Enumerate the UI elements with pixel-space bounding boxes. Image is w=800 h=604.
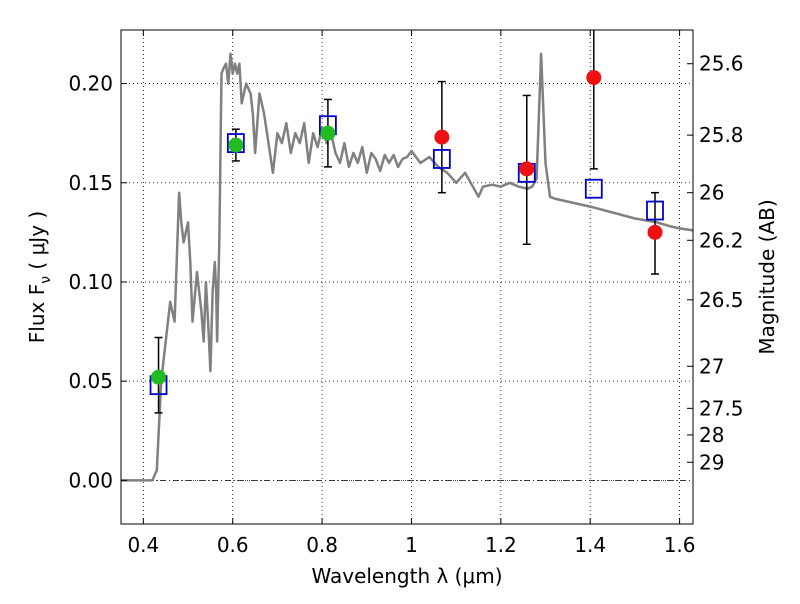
data-points xyxy=(151,70,663,385)
plot-frame xyxy=(120,29,694,525)
x-tick-label: 1.2 xyxy=(485,533,517,557)
x-tick-label: 1.6 xyxy=(664,533,696,557)
right-tick-label: 26 xyxy=(699,181,724,205)
model-square xyxy=(432,149,451,169)
y-tick-label: 0.20 xyxy=(68,72,113,96)
x-tick-label: 1 xyxy=(405,533,418,557)
x-tick-label: 0.8 xyxy=(306,533,338,557)
y-axis-title: Flux Fν ( μJy ) xyxy=(25,211,54,343)
y-tick-label: 0.00 xyxy=(68,468,113,492)
model-square xyxy=(584,178,603,199)
detected-point xyxy=(151,369,167,385)
y-axis-title-subscript: ν xyxy=(38,276,54,284)
right-tick-label: 25.6 xyxy=(699,52,744,76)
right-tick-label: 26.5 xyxy=(699,288,744,312)
y-axis-ticks: 0.00 0.05 0.10 0.15 0.20 xyxy=(68,72,127,492)
right-axis-title: Magnitude (AB) xyxy=(755,199,779,354)
other-point xyxy=(519,161,535,177)
other-point xyxy=(586,70,602,86)
other-point xyxy=(647,224,663,240)
detected-point xyxy=(228,137,244,153)
y-tick-label: 0.15 xyxy=(68,171,113,195)
x-tick-label: 0.4 xyxy=(127,533,159,557)
right-tick-label: 25.8 xyxy=(699,123,744,147)
x-tick-label: 1.4 xyxy=(574,533,606,557)
right-tick-label: 28 xyxy=(699,423,724,447)
y-tick-label: 0.10 xyxy=(68,270,113,294)
right-tick-label: 27.5 xyxy=(699,396,744,420)
x-axis-title: Wavelength λ (μm) xyxy=(311,564,502,588)
y-axis-title-unit: ( μJy ) xyxy=(25,211,49,276)
x-axis-ticks: 0.4 0.6 0.8 1 1.2 1.4 1.6 xyxy=(127,30,696,557)
detected-point xyxy=(320,125,336,141)
x-tick-label: 0.6 xyxy=(217,533,249,557)
y-tick-label: 0.05 xyxy=(68,369,113,393)
spectrum-line xyxy=(121,52,694,482)
model-square xyxy=(646,200,664,221)
right-tick-label: 26.2 xyxy=(699,228,744,252)
right-tick-label: 27 xyxy=(699,354,724,378)
y-axis-title-main: Flux F xyxy=(25,284,49,343)
other-point xyxy=(434,129,450,145)
spectrum-polyline xyxy=(121,52,694,482)
right-tick-label: 29 xyxy=(699,450,724,474)
plot-area xyxy=(121,30,693,524)
right-axis-ticks: 25.6 25.8 26 26.2 26.5 27 27.5 28 29 xyxy=(687,52,744,474)
